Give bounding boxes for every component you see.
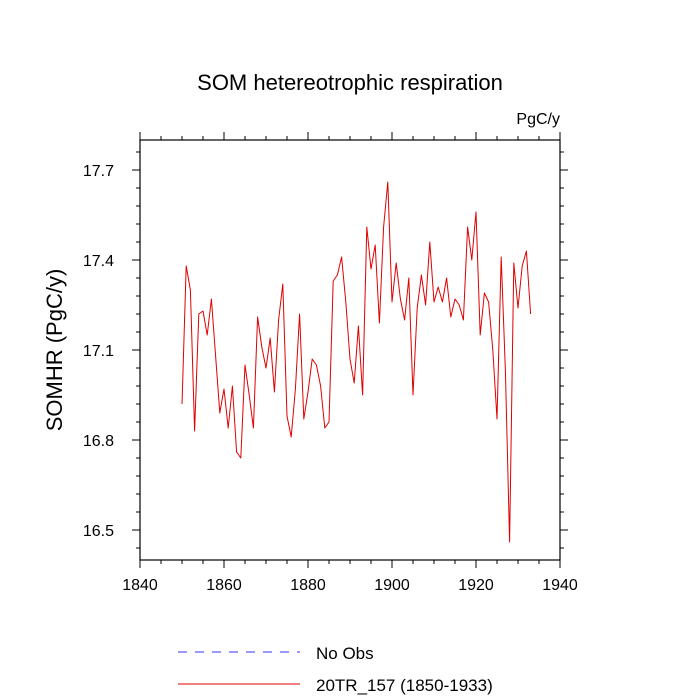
legend: No Obs 20TR_157 (1850-1933) bbox=[178, 644, 493, 695]
y-axis-label: SOMHR (PgC/y) bbox=[42, 269, 67, 432]
y-tick-label: 17.7 bbox=[83, 163, 114, 180]
series-line bbox=[181, 181, 532, 543]
x-tick-label: 1840 bbox=[122, 577, 158, 594]
y-tick-label: 17.4 bbox=[83, 253, 114, 270]
chart-title: SOM hetereotrophic respiration bbox=[197, 70, 503, 95]
axis-tick-labels: 1840 1860 1880 1900 1920 1940 16.5 16.8 17.1 17.4… bbox=[83, 163, 578, 594]
x-tick-label: 1860 bbox=[206, 577, 242, 594]
legend-label: No Obs bbox=[316, 644, 374, 663]
y-tick-label: 17.1 bbox=[83, 343, 114, 360]
units-label: PgC/y bbox=[516, 111, 560, 128]
series-lines bbox=[181, 181, 532, 543]
x-tick-label: 1880 bbox=[290, 577, 326, 594]
y-tick-label: 16.8 bbox=[83, 433, 114, 450]
axis-ticks bbox=[132, 132, 568, 568]
x-tick-label: 1920 bbox=[458, 577, 494, 594]
y-tick-label: 16.5 bbox=[83, 523, 114, 540]
x-tick-label: 1900 bbox=[374, 577, 410, 594]
plot-frame bbox=[139, 139, 561, 561]
legend-label: 20TR_157 (1850-1933) bbox=[316, 676, 493, 695]
x-tick-label: 1940 bbox=[542, 577, 578, 594]
